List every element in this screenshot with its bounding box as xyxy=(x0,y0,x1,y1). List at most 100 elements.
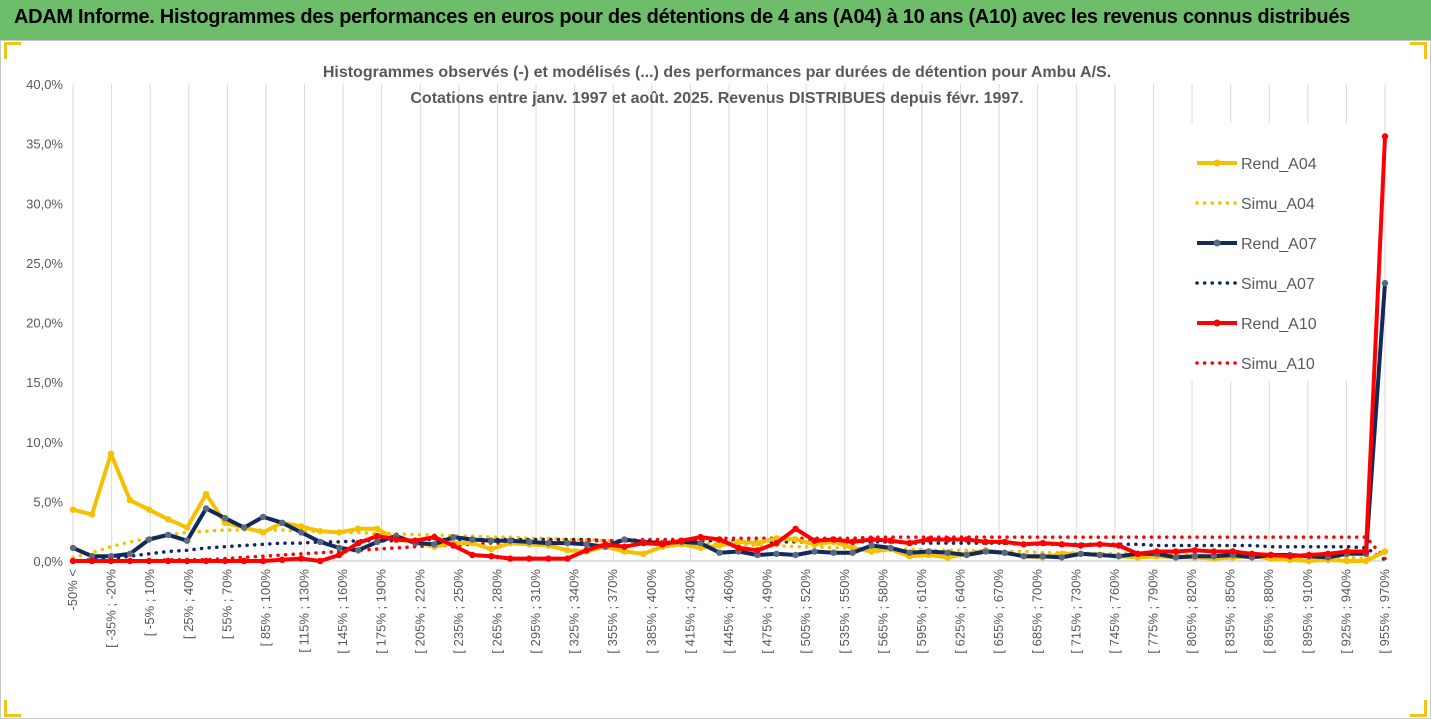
y-axis-ticks: 0,0% 5,0% 10,0% 15,0% 20,0% 25,0% 30,0% 35,0% 40… xyxy=(26,77,63,569)
data-point xyxy=(183,524,191,531)
x-tick-label: [ 895% ; 910% xyxy=(1300,569,1315,654)
data-point xyxy=(1381,548,1389,555)
x-tick-label: [ 715% ; 730% xyxy=(1068,569,1083,654)
data-point xyxy=(69,544,77,552)
report-title: ADAM Informe. Histogrammes des performan… xyxy=(14,6,1350,28)
data-point xyxy=(811,537,818,544)
data-point xyxy=(1362,557,1370,565)
data-point xyxy=(298,529,305,536)
data-point xyxy=(1381,279,1389,287)
data-point xyxy=(450,533,457,541)
chart-title-line-1: Histogrammes observés (-) et modélisés (… xyxy=(323,64,1111,81)
data-point xyxy=(640,550,647,557)
data-point xyxy=(317,528,324,535)
data-point xyxy=(1096,541,1104,548)
data-point xyxy=(221,519,229,526)
data-point xyxy=(811,548,818,555)
x-tick-label: [ 535% ; 550% xyxy=(837,569,852,654)
y-tick-label: 25,0% xyxy=(26,256,63,271)
data-point xyxy=(145,557,153,565)
series-simu-a04 xyxy=(71,528,1387,561)
data-point xyxy=(982,548,989,555)
chart-title-line-2: Cotations entre janv. 1997 et août. 2025… xyxy=(410,90,1023,107)
data-point xyxy=(507,537,514,544)
series-line-rend-a07 xyxy=(72,282,1387,560)
legend-marker xyxy=(1213,239,1221,247)
data-point xyxy=(355,547,362,554)
data-point xyxy=(1096,551,1104,559)
x-tick-label: [ 805% ; 820% xyxy=(1184,569,1199,654)
data-point xyxy=(697,539,704,547)
data-point xyxy=(469,536,476,543)
data-point xyxy=(754,547,761,554)
legend-marker xyxy=(1213,319,1221,327)
data-point xyxy=(906,539,913,547)
data-point xyxy=(545,539,552,547)
legend-label: Rend_A07 xyxy=(1241,236,1317,253)
data-point xyxy=(221,514,229,522)
data-point xyxy=(716,542,723,549)
legend-label: Rend_A10 xyxy=(1241,316,1317,333)
data-point xyxy=(145,536,153,543)
data-point xyxy=(754,539,761,547)
data-point xyxy=(1267,551,1275,559)
data-point xyxy=(107,557,115,565)
data-point xyxy=(1305,557,1313,565)
data-point xyxy=(925,536,932,543)
data-point xyxy=(564,539,571,547)
data-point xyxy=(697,544,704,552)
data-point xyxy=(697,533,704,541)
x-tick-label: [ 685% ; 700% xyxy=(1030,569,1045,654)
x-tick-label: [ 655% ; 670% xyxy=(991,569,1006,654)
data-point xyxy=(621,548,628,555)
y-tick-label: 30,0% xyxy=(26,196,63,211)
data-point xyxy=(906,549,913,556)
y-tick-label: 0,0% xyxy=(33,554,63,569)
data-point xyxy=(564,547,571,554)
data-point xyxy=(944,549,951,556)
data-point xyxy=(887,537,894,544)
data-point xyxy=(355,539,362,547)
data-point xyxy=(298,523,305,530)
data-point xyxy=(526,538,533,546)
x-tick-label: [ 775% ; 790% xyxy=(1145,569,1160,654)
y-tick-label: 15,0% xyxy=(26,375,63,390)
data-point xyxy=(126,550,134,557)
data-point xyxy=(925,548,932,555)
data-point xyxy=(868,548,875,555)
data-point xyxy=(259,513,267,521)
data-point xyxy=(1248,550,1256,557)
y-tick-label: 5,0% xyxy=(33,494,63,509)
data-point xyxy=(1191,553,1199,560)
data-point xyxy=(1172,554,1180,561)
data-point xyxy=(1039,553,1046,560)
data-point xyxy=(1077,542,1085,549)
data-point xyxy=(659,541,666,548)
data-point xyxy=(792,551,799,559)
series-line-simu-a10 xyxy=(71,535,1387,563)
legend-marker xyxy=(1213,159,1221,167)
data-point xyxy=(792,525,799,532)
data-point xyxy=(145,506,153,513)
data-point xyxy=(1381,133,1389,140)
x-axis-ticks: -50% < [ -35% ; -20% [ -5% ; 10% [ 25% ; 40… xyxy=(65,569,1392,654)
data-point xyxy=(1020,541,1027,548)
data-point xyxy=(1153,548,1161,555)
data-point xyxy=(583,541,590,548)
data-point xyxy=(126,557,134,565)
series-simu-a10 xyxy=(71,535,1387,563)
data-point xyxy=(469,551,476,559)
data-point xyxy=(183,557,191,565)
data-point xyxy=(355,525,362,532)
data-point xyxy=(716,536,723,543)
data-point xyxy=(1343,548,1351,555)
corner-mark-bottom-right xyxy=(1410,700,1427,717)
x-tick-label: [ 55% ; 70% xyxy=(219,569,234,640)
data-point xyxy=(735,544,742,552)
data-point xyxy=(69,506,77,513)
data-point xyxy=(1286,553,1294,560)
x-tick-label: [ 295% ; 310% xyxy=(528,569,543,654)
x-tick-label: [ 565% ; 580% xyxy=(875,569,890,654)
data-point xyxy=(735,538,742,546)
legend-box xyxy=(1161,123,1357,381)
